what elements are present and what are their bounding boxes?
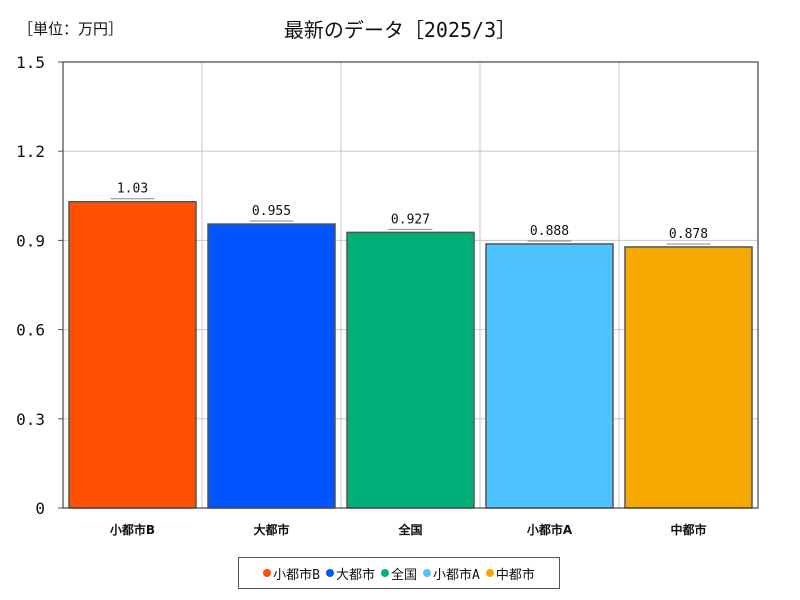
- bar-value-label: 1.03: [117, 182, 148, 197]
- legend-label: 大都市: [335, 567, 375, 583]
- bar: [485, 243, 614, 509]
- y-tick-label: 1.5: [16, 53, 45, 72]
- legend-item: 全国: [380, 564, 417, 583]
- x-tick-label: 小都市A: [527, 522, 573, 537]
- y-tick-label: 1.2: [16, 142, 45, 161]
- bar: [624, 246, 753, 509]
- legend-item: 中都市: [485, 564, 535, 583]
- x-tick-label: 全国: [397, 522, 422, 537]
- bar: [207, 223, 336, 509]
- legend-label: 小都市B: [273, 567, 320, 583]
- chart-title: 最新のデータ［2025/3］: [283, 18, 517, 42]
- bar: [68, 200, 197, 509]
- legend-item: 小都市A: [423, 564, 480, 583]
- legend-marker-icon: [423, 569, 431, 577]
- plot-border: [62, 61, 759, 509]
- legend-label: 中都市: [495, 567, 535, 583]
- legend-marker-icon: [325, 569, 334, 577]
- legend-label: 小都市A: [433, 567, 480, 583]
- y-tick-label: 0.9: [16, 231, 45, 250]
- legend-marker-icon: [485, 569, 494, 577]
- bar-value-label: 0.888: [530, 224, 569, 239]
- x-tick-label: 中都市: [670, 522, 706, 537]
- x-tick-label: 大都市: [253, 522, 289, 537]
- legend-label: 全国: [390, 567, 417, 583]
- bar-value-label: 0.927: [391, 212, 430, 227]
- legend-marker-icon: [380, 569, 389, 577]
- legend-item: 大都市: [325, 564, 375, 583]
- y-tick-label: 0.3: [16, 410, 45, 429]
- y-tick-label: 0.6: [16, 321, 45, 340]
- x-tick-label: 小都市B: [110, 522, 155, 537]
- bar-value-label: 0.955: [252, 204, 291, 219]
- bar-value-label: 0.878: [669, 227, 708, 242]
- bar: [346, 231, 475, 509]
- unit-label: ［単位：万円］: [18, 20, 124, 38]
- y-tick-label: 0: [35, 499, 45, 518]
- legend-item: 小都市B: [263, 564, 320, 583]
- chart-legend: 小都市B 大都市 全国 小都市A 中都市: [238, 557, 560, 589]
- legend-marker-icon: [263, 569, 272, 577]
